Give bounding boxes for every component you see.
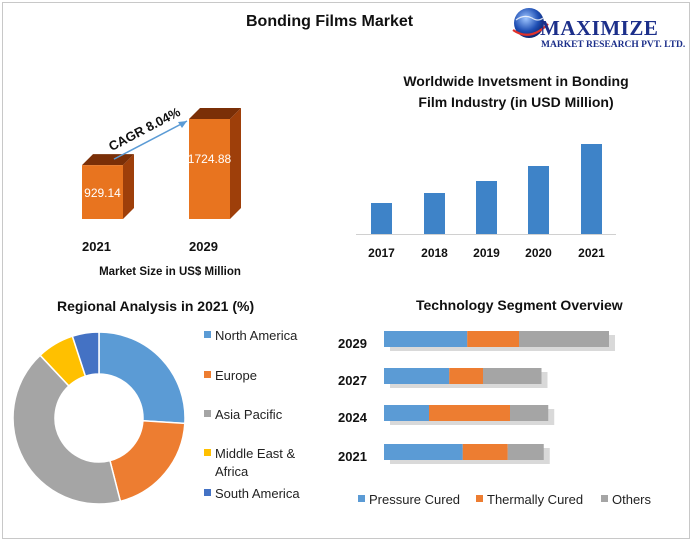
x-tick-label: 2017 [368,246,395,260]
y-tick-label: 2029 [338,336,367,351]
donut-slice [71,331,100,378]
legend-label: Middle East & [215,446,296,461]
donut-slice [12,354,122,505]
bar-segment [462,444,508,460]
cagr-arrowhead [178,121,187,128]
technology-title: Technology Segment Overview [416,297,623,313]
bar [476,181,497,234]
legend-label: North America [215,328,298,343]
legend-label: Pressure Cured [369,492,460,507]
bar-segment [519,331,609,347]
legend-label: Thermally Cured [487,492,583,507]
x-tick-label: 2018 [421,246,448,260]
bar-segment [507,444,544,460]
bar-value-label: 1724.88 [188,152,232,166]
bar-segment [384,368,450,384]
legend-swatch [204,489,211,496]
bar [528,166,549,234]
legend-swatch [358,495,365,502]
bar-segment [429,405,510,421]
page-title: Bonding Films Market [246,13,414,30]
legend-label: Africa [215,464,249,479]
legend-label: Europe [215,368,257,383]
y-tick-label: 2027 [338,373,367,388]
legend-label: Asia Pacific [215,407,283,422]
company-logo: MAXIMIZE MARKET RESEARCH PVT. LTD. [510,4,690,54]
cagr-arrow [113,120,188,160]
investment-title-line1: Worldwide Invetsment in Bonding [403,73,629,89]
legend-label: Others [612,492,652,507]
legend-swatch [204,371,211,378]
regional-title: Regional Analysis in 2021 (%) [57,298,255,314]
bar-side [123,154,134,219]
x-tick-label: 2020 [525,246,552,260]
bar-side [230,108,241,219]
x-tick-label: 2021 [82,239,111,254]
investment-title-line2: Film Industry (in USD Million) [418,94,614,110]
bar-segment [384,405,429,421]
globe-icon [512,8,549,38]
bar-segment [510,405,549,421]
bar-segment [384,331,468,347]
x-tick-label: 2029 [189,239,218,254]
x-tick-label: 2021 [578,246,605,260]
bar-value-label: 929.14 [84,186,121,200]
bar [424,193,445,234]
bar-segment [449,368,483,384]
legend-swatch [204,410,211,417]
y-tick-label: 2021 [338,449,367,464]
x-tick-label: 2019 [473,246,500,260]
bar-top [82,154,134,166]
bar [581,144,602,234]
bar [371,203,392,234]
bar [189,119,230,219]
donut-slice [98,331,186,425]
bar-segment [483,368,542,384]
logo-name: MAXIMIZE [540,16,659,40]
bar-segment [384,444,463,460]
legend-label: South America [215,486,300,501]
logo-tagline: MARKET RESEARCH PVT. LTD. [541,40,686,50]
legend-swatch [601,495,608,502]
legend-swatch [476,495,483,502]
bar [82,165,123,219]
bar-top [189,108,241,119]
x-axis-title: Market Size in US$ Million [99,266,241,278]
y-tick-label: 2024 [338,410,368,425]
legend-swatch [204,449,211,456]
legend-swatch [204,331,211,338]
bar-segment [467,331,519,347]
